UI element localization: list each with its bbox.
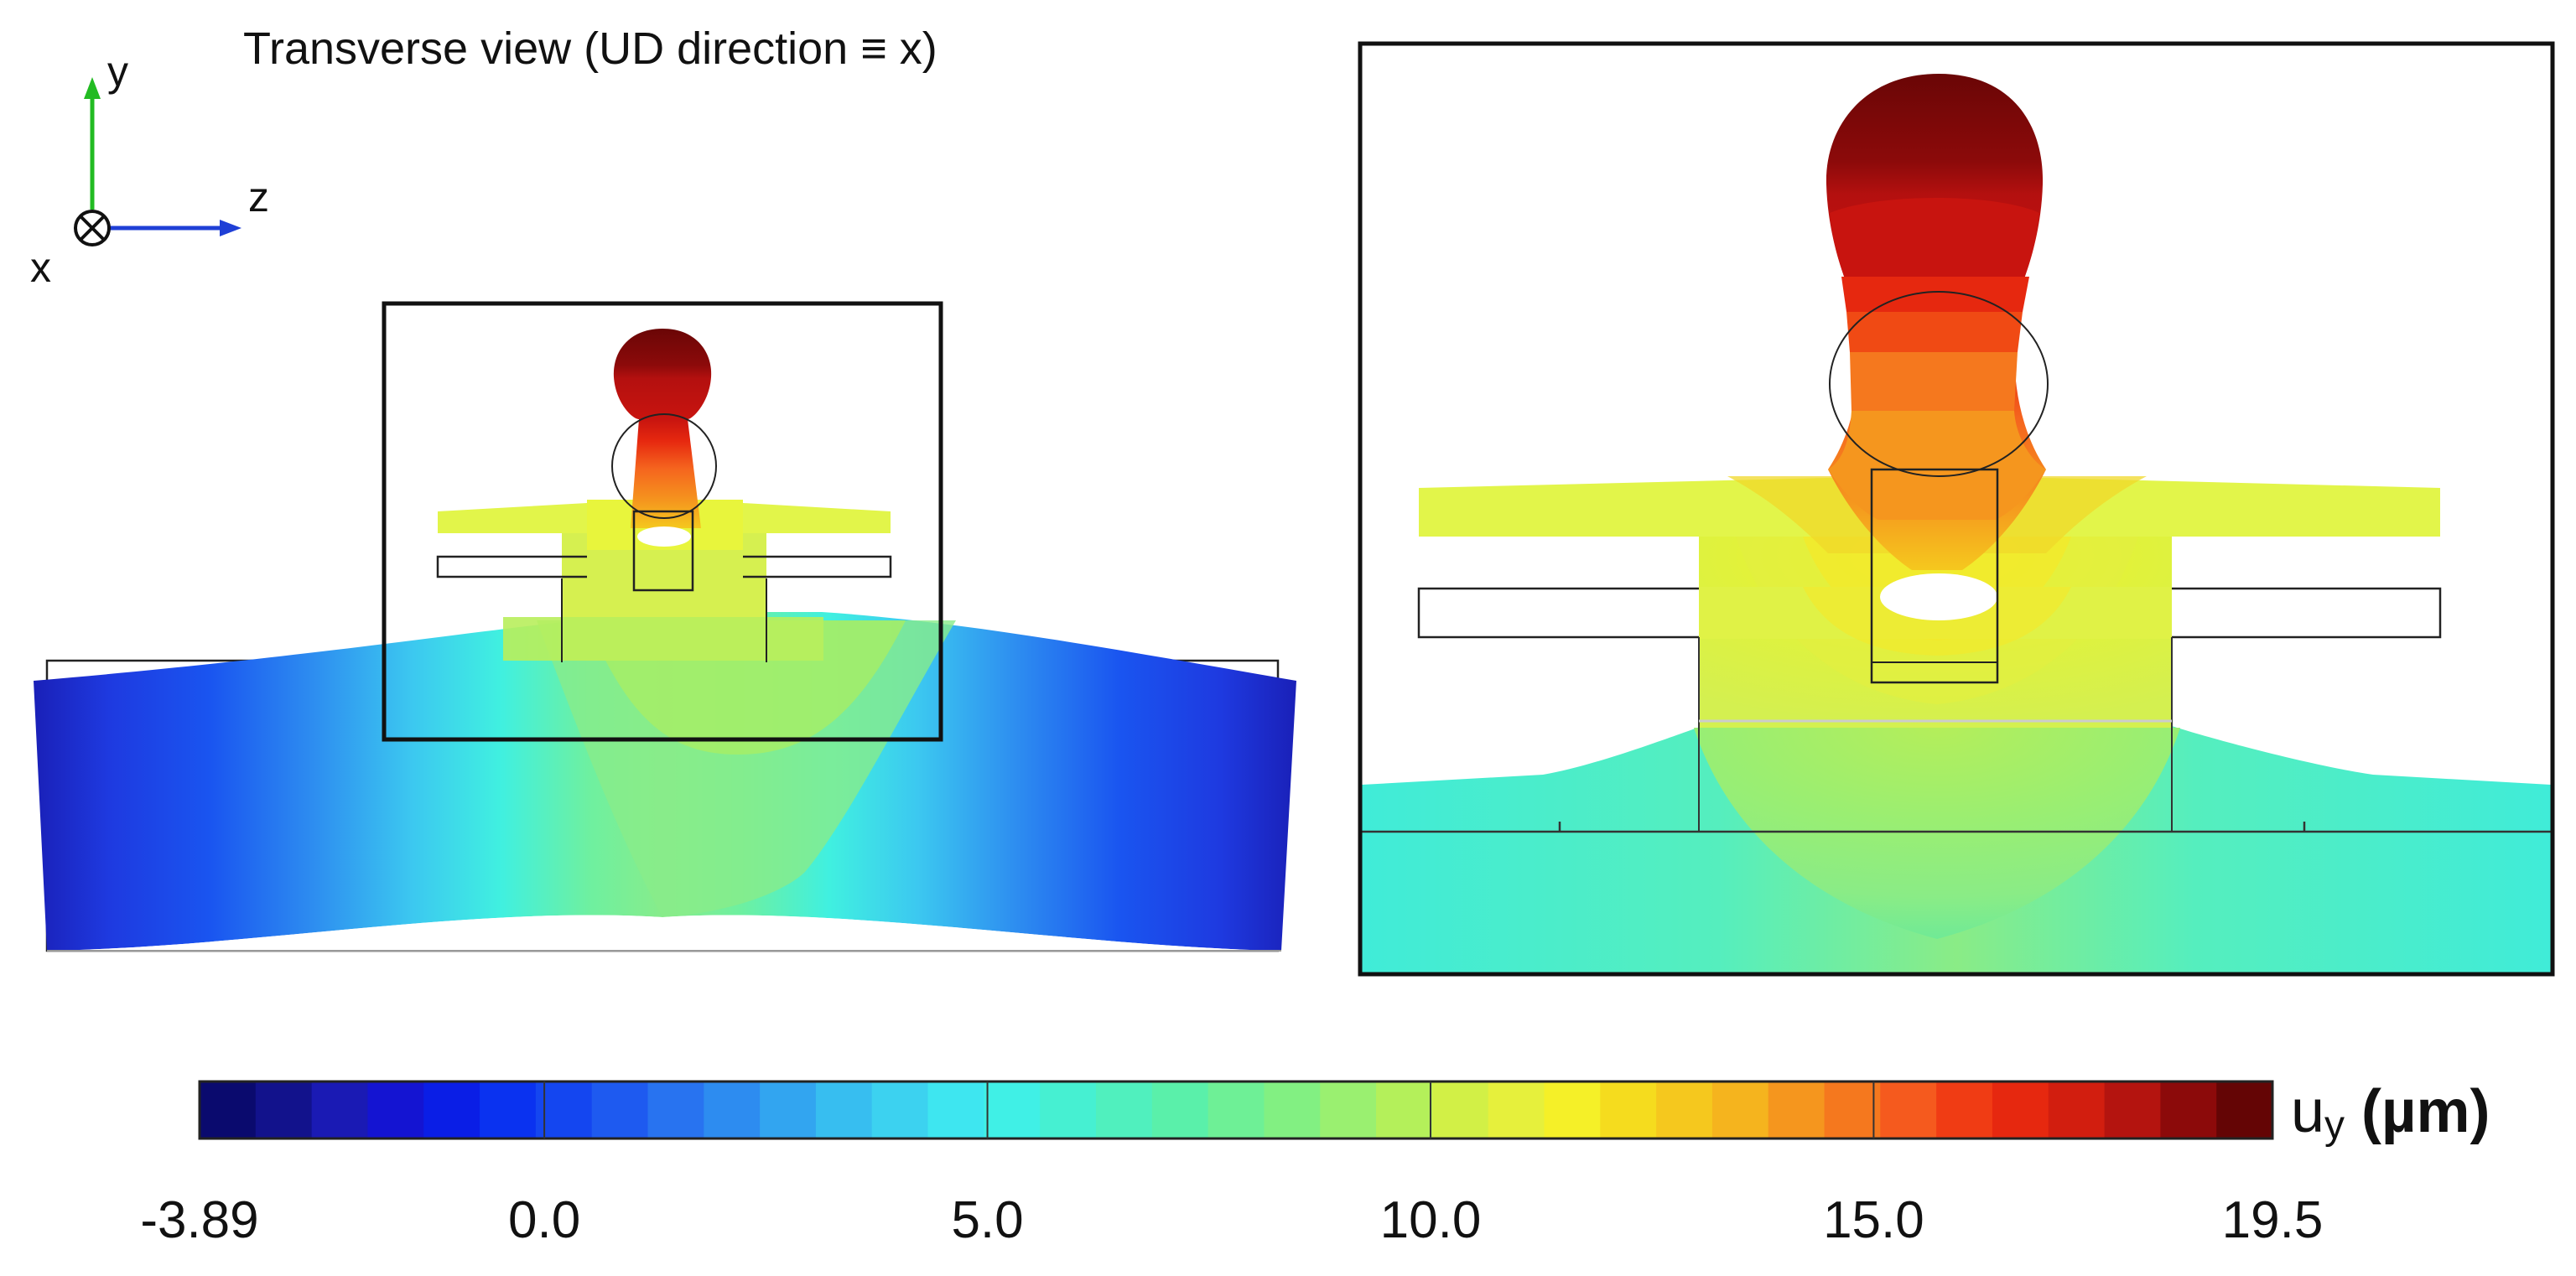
colorbar-swatch <box>2104 1081 2162 1139</box>
colorbar-ticks: -3.89 0.0 5.0 10.0 15.0 19.5 <box>140 1081 2323 1249</box>
z-axis-arrowhead <box>220 220 242 236</box>
colorbar-swatches <box>200 1081 2273 1139</box>
colorbar-swatch <box>200 1081 257 1139</box>
colorbar-swatch <box>647 1081 705 1139</box>
colorbar-tick-label: 19.5 <box>2222 1191 2324 1249</box>
colorbar-swatch <box>1264 1081 1322 1139</box>
colorbar-swatch <box>1656 1081 1713 1139</box>
ball <box>613 329 712 419</box>
zoomed-undeformed-circle-outline <box>1829 291 2049 477</box>
colorbar-swatch <box>760 1081 817 1139</box>
colorbar-swatch <box>1208 1081 1265 1139</box>
colorbar-swatch <box>2048 1081 2106 1139</box>
x-axis-label: x <box>30 244 51 291</box>
right-flange <box>743 503 891 533</box>
colorbar-tick-label: 15.0 <box>1823 1191 1924 1249</box>
colorbar-tick-label: 0.0 <box>508 1191 580 1249</box>
colorbar-frame <box>198 1080 2274 1140</box>
colorbar-swatch <box>255 1081 313 1139</box>
colorbar-tick-label: 5.0 <box>951 1191 1023 1249</box>
colorbar-swatch <box>1936 1081 1993 1139</box>
colorbar-swatch <box>1600 1081 1657 1139</box>
z-axis-label: z <box>248 174 269 220</box>
colorbar-swatch <box>423 1081 480 1139</box>
colorbar-swatch <box>535 1081 593 1139</box>
colorbar-swatch <box>2216 1081 2273 1139</box>
colorbar-swatch <box>1992 1081 2049 1139</box>
colorbar-swatch <box>1095 1081 1153 1139</box>
undeformed-circle-outline <box>611 413 717 519</box>
y-axis-arrowhead <box>84 77 101 99</box>
colorbar-tick-label: 10.0 <box>1380 1191 1482 1249</box>
colorbar-swatch <box>591 1081 649 1139</box>
left-flange <box>438 503 587 533</box>
y-axis-label: y <box>107 48 128 95</box>
colorbar-swatch <box>704 1081 761 1139</box>
colorbar-swatch <box>1040 1081 1097 1139</box>
colorbar-swatch <box>480 1081 537 1139</box>
neck <box>631 419 701 528</box>
figure-title: Transverse view (UD direction ≡ x) <box>243 23 937 74</box>
zoomed-pin-outline <box>1870 468 1999 684</box>
colorbar-label: uy (µm) <box>2291 1078 2490 1148</box>
axis-triad: y z x <box>30 48 269 291</box>
colorbar-swatch <box>1488 1081 1545 1139</box>
colorbar-swatch <box>815 1081 873 1139</box>
colorbar-swatch <box>1768 1081 1826 1139</box>
colorbar-swatch <box>1376 1081 1433 1139</box>
colorbar-swatch <box>1431 1081 1489 1139</box>
colorbar-swatch <box>1151 1081 1209 1139</box>
colorbar-swatch <box>2160 1081 2217 1139</box>
colorbar: -3.89 0.0 5.0 10.0 15.0 19.5 uy (µm) <box>140 1078 2490 1249</box>
colorbar-swatch <box>311 1081 369 1139</box>
colorbar-swatch <box>1711 1081 1769 1139</box>
zoom-panel <box>1358 41 2555 977</box>
colorbar-swatch <box>1880 1081 1937 1139</box>
colorbar-tick-label: -3.89 <box>140 1191 258 1249</box>
colorbar-swatch <box>1544 1081 1602 1139</box>
colorbar-swatch <box>984 1081 1041 1139</box>
colorbar-swatch <box>927 1081 985 1139</box>
zoom-region-box <box>382 301 943 742</box>
colorbar-swatch <box>871 1081 929 1139</box>
colorbar-swatch <box>1320 1081 1377 1139</box>
colorbar-swatch <box>1824 1081 1882 1139</box>
colorbar-swatch <box>367 1081 425 1139</box>
overview-model <box>34 301 1296 952</box>
